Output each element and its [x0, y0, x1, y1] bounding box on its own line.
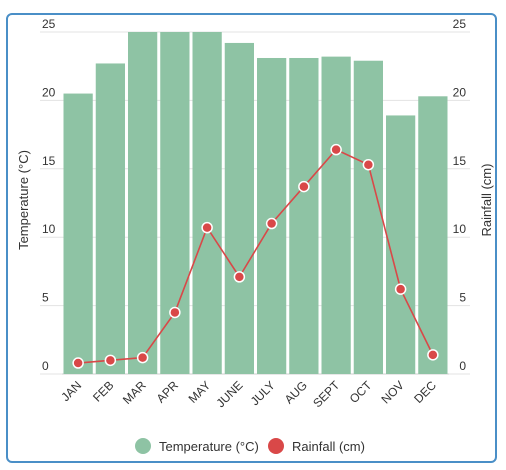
rainfall-point [104, 354, 117, 367]
right-axis-ticks: 0 5 10 15 20 25 [453, 17, 467, 373]
temperature-bar [321, 56, 351, 375]
right-axis-title: Rainfall (cm) [479, 164, 494, 237]
x-tick-label: AUG [282, 378, 310, 406]
x-tick-label: DEC [411, 378, 439, 406]
left-tick-label: 10 [42, 222, 56, 236]
temperature-bar [353, 60, 383, 375]
temperature-bar [224, 42, 254, 374]
left-axis-title: Temperature (°C) [16, 150, 31, 250]
x-tick-label: OCT [347, 378, 375, 406]
rainfall-point [201, 221, 213, 234]
rainfall-line [72, 143, 439, 369]
left-tick-label: 25 [42, 17, 56, 31]
temperature-bar [257, 57, 287, 374]
right-tick-label: 10 [453, 222, 467, 236]
x-tick-label: NOV [378, 378, 406, 406]
x-tick-label: SEPT [310, 378, 343, 411]
left-tick-label: 5 [42, 291, 49, 305]
rainfall-point [362, 158, 375, 171]
left-axis-ticks: 0 5 10 15 20 25 [42, 17, 56, 373]
x-tick-label: JULY [248, 378, 278, 408]
x-tick-label: MAR [120, 378, 149, 407]
left-tick-label: 20 [42, 85, 56, 99]
x-tick-label: APR [154, 378, 182, 406]
right-tick-label: 0 [459, 359, 466, 373]
rainfall-point [394, 283, 407, 295]
rainfall-point [330, 143, 342, 156]
temperature-bar [386, 115, 416, 374]
rainfall-point [72, 357, 84, 369]
temperature-bar [418, 96, 448, 375]
x-axis-ticks: JAN FEB MAR APR MAY JUNE JULY AUG SEPT OCT NOV DEC [58, 378, 439, 411]
rainfall-point [298, 180, 310, 193]
rainfall-point [233, 271, 246, 283]
right-tick-label: 25 [453, 17, 467, 31]
rainfall-point [265, 217, 278, 230]
legend-rainfall-swatch [268, 438, 284, 454]
temperature-bar [128, 32, 158, 374]
legend-rainfall-label: Rainfall (cm) [292, 439, 365, 454]
x-tick-label: MAY [186, 378, 214, 406]
temperature-bar [192, 32, 222, 374]
right-tick-label: 15 [453, 154, 467, 168]
right-tick-label: 20 [453, 85, 467, 99]
x-tick-label: FEB [90, 378, 116, 404]
temperature-bars [63, 32, 448, 375]
temperature-bar [95, 63, 125, 375]
rainfall-point [169, 306, 181, 319]
right-tick-label: 5 [459, 291, 466, 305]
legend-temperature-label: Temperature (°C) [159, 439, 259, 454]
temperature-bar [289, 57, 319, 374]
left-tick-label: 0 [42, 359, 49, 373]
rainfall-point [427, 349, 439, 361]
legend: Temperature (°C) Rainfall (cm) [135, 438, 365, 454]
temperature-bar [63, 93, 93, 374]
temperature-bar [160, 32, 190, 374]
x-tick-label: JAN [58, 378, 84, 404]
left-tick-label: 15 [42, 154, 56, 168]
x-tick-label: JUNE [213, 378, 245, 410]
rainfall-point [136, 351, 149, 364]
legend-temperature-swatch [135, 438, 151, 454]
